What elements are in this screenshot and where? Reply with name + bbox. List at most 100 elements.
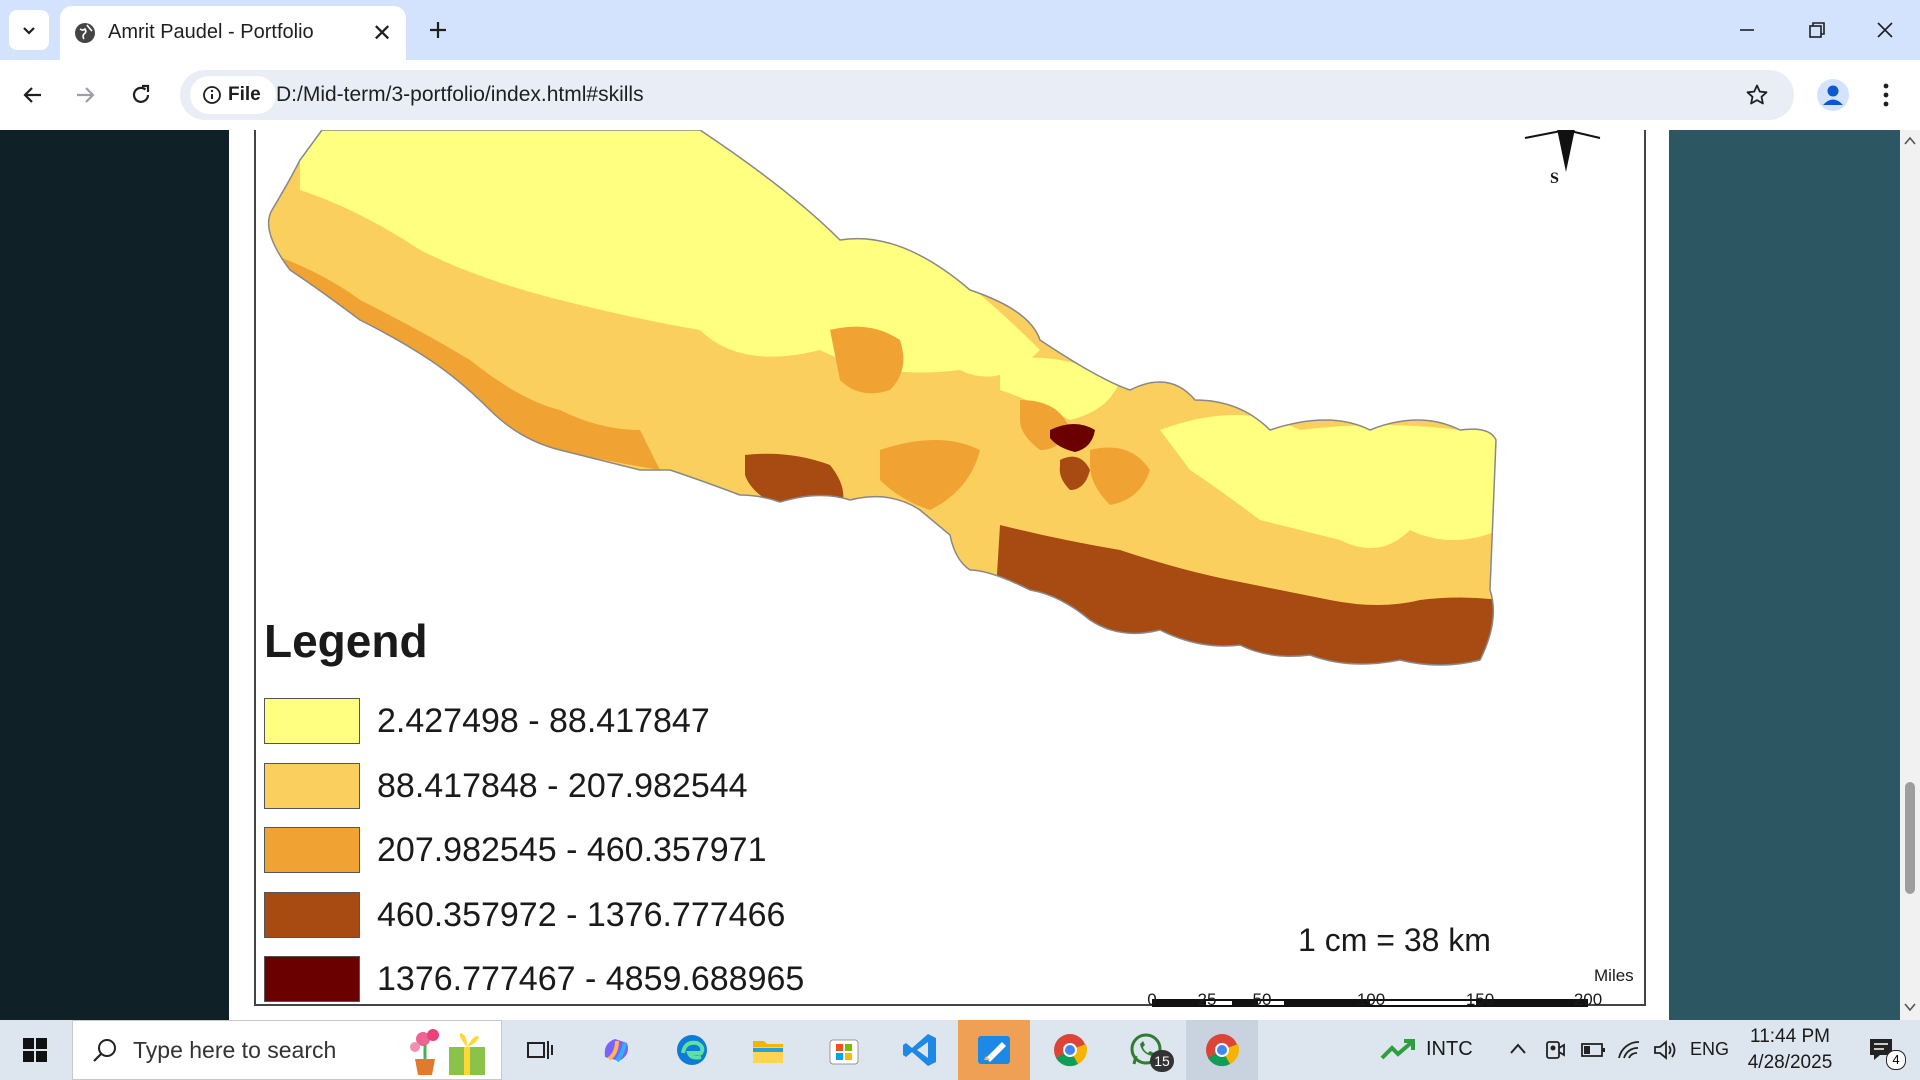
chevron-down-icon — [23, 27, 35, 35]
left-dark-panel — [0, 130, 229, 1020]
windows-logo-icon — [23, 1038, 47, 1062]
legend-label: 207.982545 - 460.357971 — [377, 831, 767, 869]
stock-ticker[interactable]: INTC — [1426, 1038, 1473, 1060]
store-icon — [829, 1039, 859, 1065]
scale-tick: 50 — [1252, 990, 1272, 1009]
chevron-up-icon[interactable] — [1508, 1040, 1528, 1058]
scale-tick: 150 — [1465, 990, 1495, 1009]
right-dark-panel — [1669, 130, 1900, 1020]
legend-swatch — [264, 698, 360, 744]
taskbar-search-box[interactable]: Type here to search — [72, 1020, 502, 1080]
tab-search-button[interactable] — [9, 10, 49, 50]
site-info-label: File — [228, 84, 261, 105]
scale-bar — [1152, 999, 1588, 1007]
scroll-down-arrow-icon[interactable] — [1904, 1002, 1916, 1012]
battery-icon[interactable] — [1580, 1040, 1606, 1060]
close-window-button[interactable] — [1850, 0, 1920, 60]
scale-tick: 200 — [1573, 990, 1603, 1009]
minimize-button[interactable] — [1712, 0, 1782, 60]
scale-tick: 0 — [1147, 990, 1157, 1009]
copilot-icon — [604, 1039, 628, 1063]
vscode-app[interactable] — [884, 1020, 956, 1080]
legend-title: Legend — [264, 615, 428, 667]
clock[interactable]: 11:44 PM 4/28/2025 — [1740, 1024, 1840, 1076]
whatsapp-app[interactable]: 15 — [1110, 1020, 1182, 1080]
chrome-app[interactable] — [1034, 1020, 1106, 1080]
browser-menu-button[interactable] — [1870, 74, 1902, 116]
north-arrow-icon — [1524, 130, 1601, 172]
url-text[interactable]: D:/Mid-term/3-portfolio/index.html#skill… — [276, 83, 644, 106]
legend-swatch — [264, 892, 360, 938]
language-indicator[interactable]: ENG — [1690, 1039, 1730, 1059]
legend-label: 1376.777467 - 4859.688965 — [377, 960, 805, 998]
scale-unit: Miles — [1594, 966, 1634, 985]
scroll-thumb[interactable] — [1905, 782, 1915, 894]
legend-label: 88.417848 - 207.982544 — [377, 767, 748, 805]
microsoft-store-app[interactable] — [808, 1020, 880, 1080]
bookmark-button[interactable] — [1742, 80, 1772, 110]
scale-tick: 100 — [1356, 990, 1386, 1009]
wifi-icon[interactable] — [1616, 1038, 1642, 1062]
paint-app[interactable] — [958, 1020, 1030, 1080]
forward-button[interactable] — [64, 74, 106, 116]
notification-center-button[interactable]: 4 — [1856, 1020, 1912, 1080]
legend-label: 460.357972 - 1376.777466 — [377, 896, 786, 934]
paint-brush-icon — [978, 1036, 1010, 1064]
more-vertical-icon — [1883, 83, 1889, 107]
minimize-icon — [1740, 29, 1754, 31]
restore-icon — [1809, 22, 1825, 38]
stock-trend-icon — [1380, 1039, 1415, 1060]
new-tab-button[interactable] — [420, 12, 456, 48]
clock-date: 4/28/2025 — [1747, 1052, 1833, 1073]
browser-toolbar: File D:/Mid-term/3-portfolio/index.html#… — [0, 60, 1920, 131]
chrome-active-app[interactable] — [1186, 1020, 1258, 1080]
plus-icon — [430, 22, 446, 38]
legend-label: 2.427498 - 88.417847 — [377, 702, 710, 740]
search-placeholder: Type here to search — [133, 1037, 337, 1063]
scale-tick: 25 — [1197, 990, 1217, 1009]
meet-icon[interactable] — [1544, 1038, 1566, 1062]
search-icon — [93, 1039, 116, 1062]
chrome-icon — [1054, 1034, 1088, 1067]
arrow-right-icon — [77, 87, 95, 103]
active-tab[interactable]: Amrit Paudel - Portfolio ✕ — [60, 6, 406, 60]
whatsapp-icon — [1130, 1033, 1162, 1065]
compass-south-label: S — [1550, 170, 1559, 187]
whatsapp-badge: 15 — [1150, 1050, 1174, 1072]
address-bar[interactable]: File D:/Mid-term/3-portfolio/index.html#… — [180, 70, 1794, 120]
tab-title: Amrit Paudel - Portfolio — [108, 21, 314, 43]
star-icon — [1746, 84, 1768, 105]
nepal-choropleth-map — [267, 130, 1601, 666]
page-viewport: S Legend 2.427498 - 88.417847 88.417848 … — [0, 130, 1900, 1020]
task-view-icon — [527, 1041, 553, 1059]
legend-swatch — [264, 763, 360, 809]
tab-strip: Amrit Paudel - Portfolio ✕ — [0, 0, 1920, 60]
back-button[interactable] — [12, 74, 54, 116]
start-button[interactable] — [10, 1026, 60, 1074]
reload-icon — [132, 84, 150, 103]
close-tab-icon[interactable]: ✕ — [371, 19, 393, 47]
vscode-icon — [903, 1034, 936, 1066]
flower-gift-icon — [410, 1029, 485, 1075]
edge-icon — [677, 1035, 707, 1065]
chrome-icon — [1206, 1034, 1240, 1067]
page-scrollbar[interactable] — [1900, 130, 1920, 1020]
scroll-up-arrow-icon[interactable] — [1904, 136, 1916, 146]
legend-swatch — [264, 827, 360, 873]
scale-text: 1 cm = 38 km — [1298, 922, 1491, 958]
site-info-chip[interactable]: File — [190, 76, 276, 114]
avatar-icon — [1817, 79, 1849, 111]
copilot-app[interactable] — [580, 1020, 652, 1080]
profile-button[interactable] — [1812, 74, 1854, 116]
file-explorer-app[interactable] — [732, 1020, 804, 1080]
reload-button[interactable] — [120, 74, 162, 116]
edge-app[interactable] — [656, 1020, 728, 1080]
notification-count: 4 — [1886, 1050, 1906, 1070]
clock-time: 11:44 PM — [1750, 1026, 1830, 1047]
restore-button[interactable] — [1782, 0, 1852, 60]
task-view-button[interactable] — [504, 1020, 576, 1080]
windows-taskbar: Type here to search 15 INTC — [0, 1020, 1920, 1080]
globe-icon — [75, 23, 95, 43]
volume-icon[interactable] — [1652, 1038, 1678, 1062]
legend-swatch — [264, 956, 360, 1002]
